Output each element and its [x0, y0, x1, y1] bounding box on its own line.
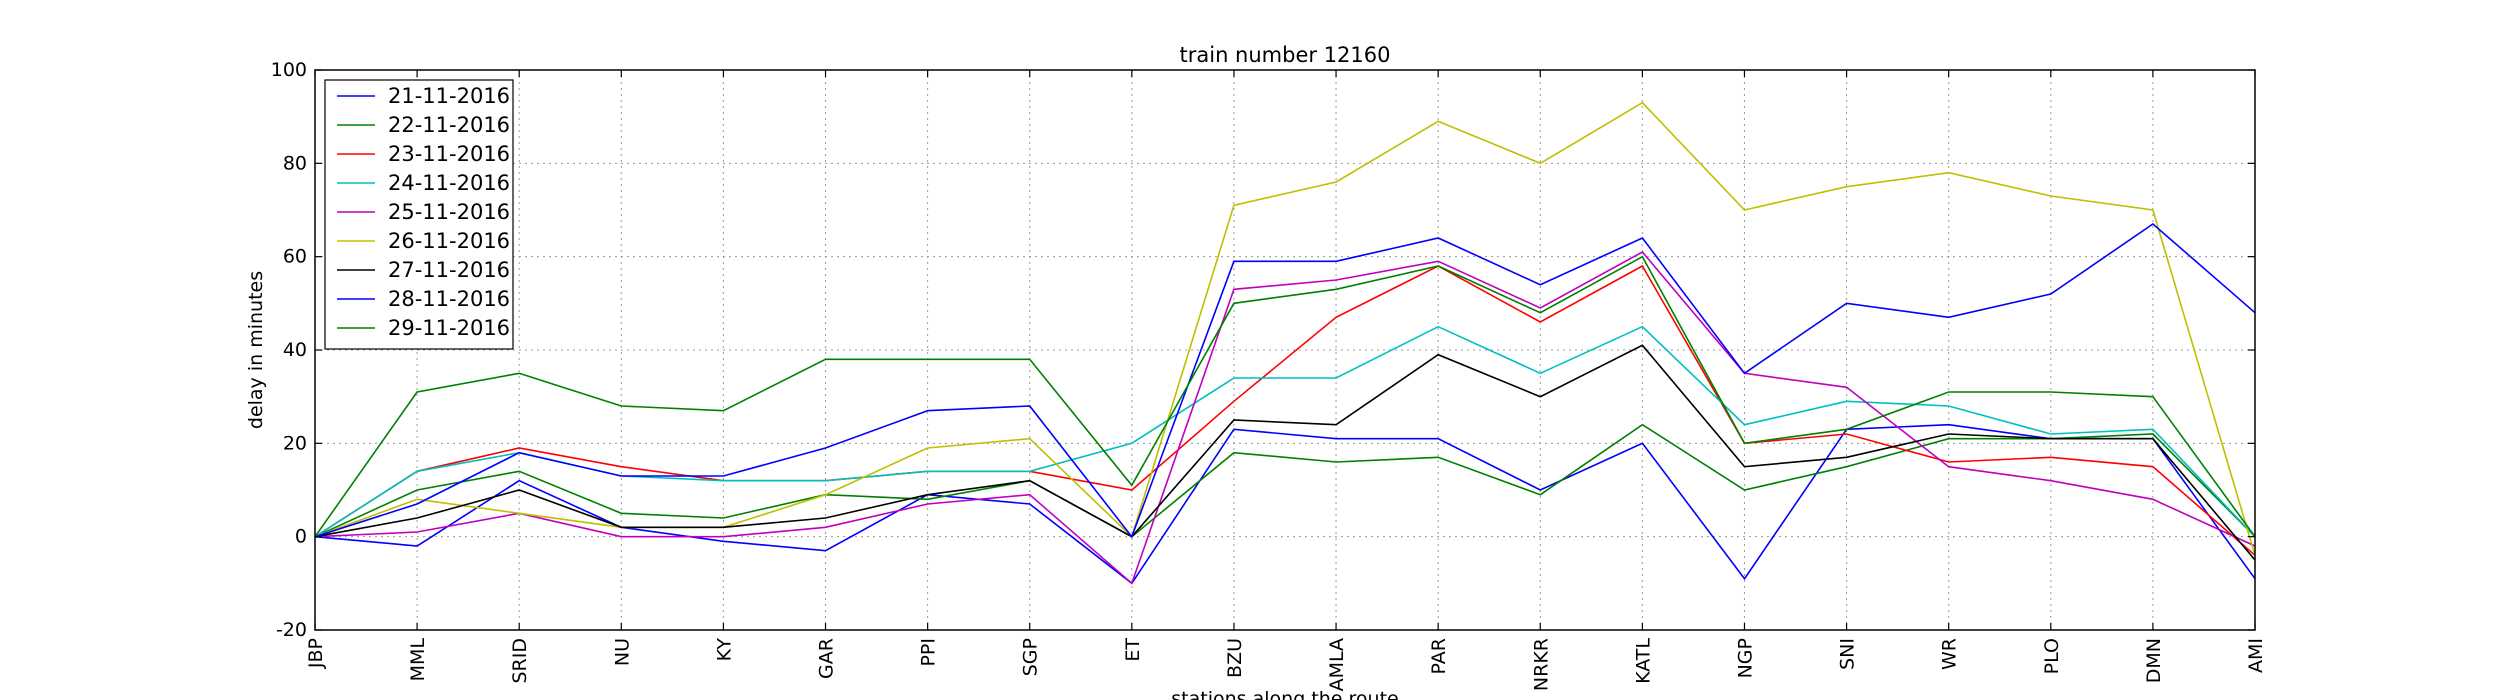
legend: 21-11-2016 22-11-2016 23-11-2016 24-11-2016…	[324, 79, 514, 350]
y-tick-label: -20	[276, 619, 307, 641]
x-tick-label: NGP	[1734, 638, 1756, 678]
y-tick-label: 20	[283, 432, 307, 454]
y-tick-label: 0	[295, 526, 307, 548]
legend-label: 25-11-2016	[388, 200, 510, 224]
series-line	[314, 222, 2256, 539]
series-line	[314, 423, 2256, 585]
legend-label: 21-11-2016	[388, 84, 510, 108]
x-tick-label: NU	[611, 638, 633, 666]
x-tick-label: SNI	[1837, 638, 1859, 670]
series-line	[314, 423, 2256, 538]
x-tick-label: GAR	[816, 638, 838, 679]
legend-label: 24-11-2016	[388, 171, 510, 195]
y-tick-label: 60	[283, 246, 307, 268]
x-tick-label: AMI	[2245, 638, 2267, 673]
y-axis-label: delay in minutes	[245, 271, 267, 429]
x-tick-label: BZU	[1224, 638, 1246, 678]
legend-label: 23-11-2016	[388, 142, 510, 166]
chart-title: train number 12160	[1180, 43, 1391, 67]
x-tick-label: WR	[1939, 638, 1961, 670]
x-axis-label: stations along the route	[1171, 688, 1398, 700]
legend-label: 27-11-2016	[388, 258, 510, 282]
series-line	[314, 250, 2256, 585]
x-tick-label: DMN	[2143, 638, 2165, 683]
x-tick-label: NRKR	[1530, 638, 1552, 691]
series-line	[314, 344, 2256, 561]
axis-ticks: -20 0 20 40 60 80 100 JBP MML SRID NU KY GAR PPI SGP ET…	[271, 59, 2267, 691]
x-tick-label: SGP	[1020, 638, 1042, 676]
x-tick-label: KY	[713, 638, 735, 662]
x-tick-label: SRID	[509, 638, 531, 684]
y-tick-label: 80	[283, 152, 307, 174]
y-tick-label: 40	[283, 339, 307, 361]
x-tick-label: JBP	[305, 638, 327, 669]
series-line	[314, 264, 2256, 556]
series-line	[314, 255, 2256, 538]
y-tick-label: 100	[271, 59, 307, 81]
x-tick-label: KATL	[1632, 638, 1654, 684]
x-tick-label: PPI	[918, 638, 940, 667]
x-tick-label: PLO	[2041, 638, 2063, 674]
x-tick-label: ET	[1122, 638, 1144, 662]
legend-label: 22-11-2016	[388, 113, 510, 137]
x-tick-label: AMLA	[1326, 638, 1348, 691]
legend-label: 26-11-2016	[388, 229, 510, 253]
series-lines	[314, 101, 2256, 585]
legend-label: 29-11-2016	[388, 316, 510, 340]
x-tick-label: MML	[407, 638, 429, 682]
legend-label: 28-11-2016	[388, 287, 510, 311]
x-tick-label: PAR	[1428, 638, 1450, 674]
